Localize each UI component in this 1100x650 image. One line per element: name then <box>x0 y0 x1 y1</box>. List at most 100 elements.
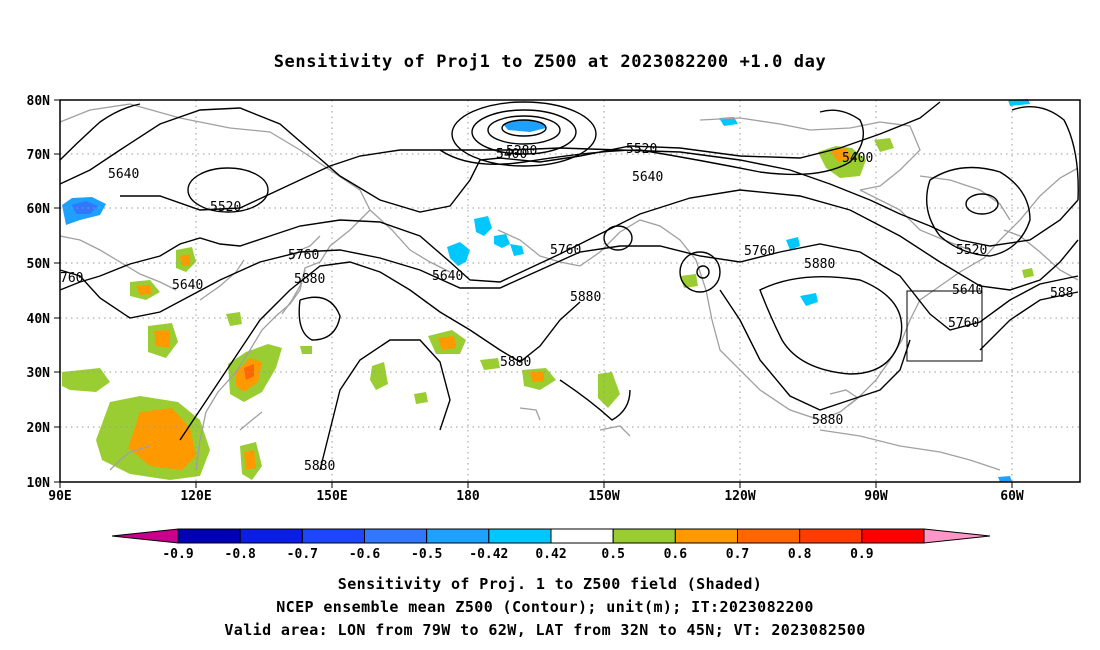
positive-patch <box>370 362 388 390</box>
colorbar-swatch <box>364 528 428 544</box>
positive-patch <box>244 364 254 380</box>
contour-label: 5520 <box>210 200 241 215</box>
colorbar-label: 0.9 <box>850 547 873 562</box>
contour-label: 5880 <box>804 257 835 272</box>
z500-contours <box>59 101 1079 471</box>
lon-axis <box>59 482 1013 488</box>
colorbar-label: 0.42 <box>535 547 566 562</box>
negative-patch <box>447 242 470 266</box>
lon-tick-label: 150E <box>316 489 347 504</box>
lat-tick-label: 40N <box>27 312 51 327</box>
colorbar-label: 0.8 <box>788 547 812 562</box>
lat-tick-label: 20N <box>27 421 51 436</box>
contour-label: 5880 <box>500 355 531 370</box>
contour-label: 5520 <box>956 243 987 258</box>
caption-line-2: NCEP ensemble mean Z500 (Contour); unit(… <box>276 598 814 616</box>
colorbar-label: 0.5 <box>601 547 624 562</box>
colorbar-label: -0.8 <box>225 547 256 562</box>
contour-label: 5760 <box>288 248 319 263</box>
contour-label: 760 <box>60 271 83 286</box>
negative-patch <box>786 237 800 250</box>
valid-area-box <box>906 290 983 362</box>
negative-patch <box>474 216 492 236</box>
positive-patch <box>1022 268 1034 278</box>
lat-tick-labels: 80N 70N 60N 50N 40N 30N 20N 10N <box>27 94 51 491</box>
lon-tick-label: 90E <box>48 489 71 504</box>
contour-label: 5400 <box>842 151 873 166</box>
colorbar-swatch <box>861 528 925 544</box>
positive-patch <box>874 138 894 152</box>
positive-patch <box>136 285 152 295</box>
contour-label: 5520 <box>626 142 657 157</box>
colorbar-label: -0.42 <box>469 547 508 562</box>
lat-tick-label: 10N <box>27 476 51 491</box>
lat-tick-label: 60N <box>27 202 51 217</box>
contour-label: 588 <box>1050 286 1073 301</box>
colorbar-label: -0.5 <box>411 547 442 562</box>
negative-patch <box>503 120 546 132</box>
lon-tick-label: 60W <box>1000 489 1024 504</box>
contour-label: 5640 <box>632 170 663 185</box>
contour-label: 5880 <box>812 413 843 428</box>
colorbar-swatch <box>301 528 366 544</box>
lat-tick-label: 70N <box>27 148 51 163</box>
contour-label: 5880 <box>294 272 325 287</box>
lat-tick-label: 80N <box>27 94 51 109</box>
contour-label: 5400 <box>496 147 527 162</box>
contour-label: 5640 <box>172 278 203 293</box>
contour-label: 5280 <box>506 144 537 159</box>
positive-patch <box>128 408 196 470</box>
positive-patch <box>154 330 170 348</box>
plot-title: Sensitivity of Proj1 to Z500 at 20230822… <box>274 52 827 72</box>
colorbar-label: -0.6 <box>349 547 380 562</box>
negative-patch <box>998 476 1012 482</box>
map-area: 5640 5520 5400 5280 5520 5640 5400 5760 … <box>27 94 1081 504</box>
colorbar <box>111 528 991 544</box>
positive-patch <box>480 358 500 370</box>
colorbar-min-triangle <box>111 528 179 544</box>
lat-tick-label: 30N <box>27 366 51 381</box>
lat-tick-label: 50N <box>27 257 51 272</box>
positive-patch <box>598 372 620 408</box>
contour-label: 5760 <box>948 316 979 331</box>
lon-tick-label: 120W <box>724 489 755 504</box>
caption-line-1: Sensitivity of Proj. 1 to Z500 field (Sh… <box>338 575 762 593</box>
negative-patch <box>494 234 510 248</box>
positive-patch <box>244 450 256 470</box>
sensitivity-shading <box>62 99 1034 482</box>
contour-label: 5640 <box>108 167 139 182</box>
contour-label: 5880 <box>304 459 335 474</box>
contour-label: 5760 <box>550 243 581 258</box>
positive-patch <box>226 312 242 326</box>
map-frame <box>59 99 1081 483</box>
lat-axis <box>54 99 60 483</box>
negative-patch <box>72 201 98 214</box>
positive-patch <box>530 372 544 382</box>
lon-tick-label: 120E <box>180 489 211 504</box>
positive-patch <box>830 148 852 162</box>
lon-tick-label: 150W <box>588 489 619 504</box>
colorbar-label: -0.7 <box>287 547 318 562</box>
colorbar-swatch <box>737 528 801 544</box>
negative-patch <box>510 244 524 256</box>
colorbar-swatch <box>239 528 303 544</box>
positive-patch <box>438 336 456 350</box>
negative-patch <box>800 293 818 306</box>
colorbar-label: -0.9 <box>162 547 193 562</box>
positive-patch <box>300 346 312 354</box>
contour-label: 5880 <box>570 290 601 305</box>
colorbar-max-triangle <box>923 528 991 544</box>
colorbar-label: 0.7 <box>726 547 749 562</box>
colorbar-swatch <box>426 528 490 544</box>
colorbar-swatch <box>674 528 738 544</box>
colorbar-swatch <box>177 528 241 544</box>
colorbar-labels: -0.9 -0.8 -0.7 -0.6 -0.5 -0.42 0.42 0.5 0.6 0.7 0.… <box>162 547 873 562</box>
lon-tick-label: 90W <box>864 489 888 504</box>
colorbar-swatch <box>612 528 676 544</box>
contour-labels: 5640 5520 5400 5280 5520 5640 5400 5760 … <box>60 142 1073 474</box>
positive-patch <box>62 368 110 392</box>
caption-line-3: Valid area: LON from 79W to 62W, LAT fro… <box>224 621 865 639</box>
lon-tick-labels: 90E 120E 150E 180 150W 120W 90W 60W <box>48 489 1024 504</box>
positive-patch <box>414 392 428 404</box>
colorbar-swatch <box>488 528 552 544</box>
